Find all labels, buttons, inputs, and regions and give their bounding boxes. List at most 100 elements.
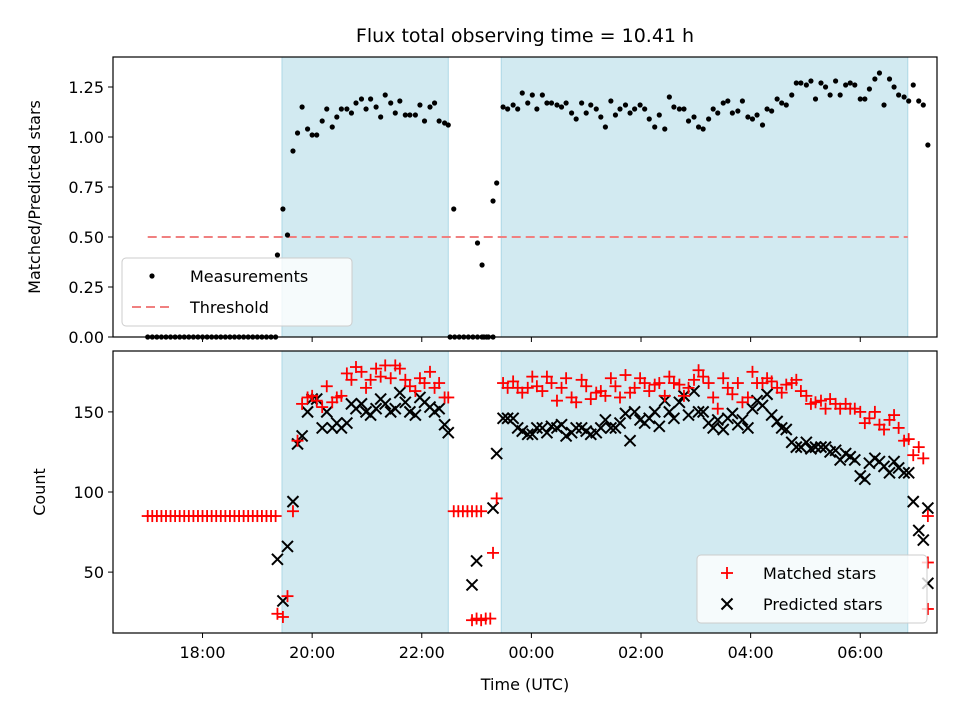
measurement-point [314,132,320,138]
measurement-point [729,110,735,116]
measurement-point [494,180,500,186]
matched-star-point [442,391,455,404]
matched-star-point [702,377,715,390]
measurement-point [637,102,643,108]
measurement-point [891,84,897,90]
predicted-star-point [814,440,828,454]
measurement-point [700,126,706,132]
measurement-point [925,142,931,148]
matched-star-point [545,377,558,390]
predicted-star-point [432,402,446,415]
predicted-star-point [470,554,483,568]
measurement-point [548,100,555,106]
predicted-star-point [628,405,641,419]
measurement-point [373,104,379,110]
matched-star-point [521,381,534,394]
predicted-star-point [648,405,661,419]
predicted-star-point [604,421,618,435]
measurement-point [579,100,585,106]
matched-star-point [721,381,734,394]
measurement-point [627,110,633,116]
measurement-point [363,106,369,112]
matched-star-point [707,391,720,404]
predicted-star-point [673,396,686,409]
predicted-star-point [858,472,872,486]
matched-star-point [310,394,323,407]
matched-star-point [741,391,754,404]
bottom-y-tick-label: 100 [73,483,104,502]
measurement-point [602,124,608,130]
matched-star-point [697,370,710,383]
predicted-star-point [340,416,354,430]
measurement-point [529,92,535,98]
matched-star-point [374,370,387,383]
matched-star-point [475,505,488,518]
top-plot-frame [112,56,938,338]
bottom-y-axis-title: Count [30,468,49,516]
measurement-point [417,102,423,108]
measurement-point [656,112,662,118]
predicted-star-point [521,428,534,441]
x-tick-label: 20:00 [289,643,335,662]
measurement-point [368,96,374,102]
matched-star-point [501,381,514,394]
predicted-star-point [496,412,510,425]
measurement-point [319,118,325,124]
matched-star-point [575,373,588,386]
predicted-star-point [790,440,803,454]
measurement-point [402,112,408,118]
measurement-point [593,106,599,112]
measurement-point [843,82,849,88]
matched-star-point [393,362,406,375]
top-y-tick-label: 0.75 [68,178,104,197]
measurement-point [735,108,741,114]
measurement-point [563,100,569,106]
measurement-point [749,116,756,122]
predicted-star-point [760,388,774,401]
matched-star-point [614,391,627,404]
measurement-point [759,122,766,128]
predicted-star-point [271,553,284,566]
matched-star-point [379,359,392,372]
measurement-point [886,76,893,82]
measurement-point [646,116,652,122]
legend-predicted-marker [720,597,734,611]
matched-star-point [711,402,724,415]
x-tick-label: 04:00 [728,643,774,662]
measurement-point [808,78,814,84]
measurement-point [378,114,384,120]
predicted-star-point [711,413,724,427]
measurement-point [388,100,394,106]
predicted-star-point [736,413,749,427]
predicted-star-point [389,402,402,415]
legend-measurements-label: Measurements [190,267,308,286]
measurement-point [436,118,442,124]
matched-star-point [340,367,353,380]
measurement-point [818,80,824,86]
measurement-point [681,106,687,112]
measurement-point [822,84,829,90]
measurement-point [662,126,668,132]
measurement-point [474,240,481,246]
measurement-point [803,82,809,88]
matched-star-point [281,590,294,603]
matched-star-point [868,405,881,418]
chart-title: Flux total observing time = 10.41 h [356,25,694,47]
measurement-point [764,106,770,112]
predicted-star-point [355,397,368,411]
measurement-point [847,80,853,86]
measurement-point [397,98,403,104]
matched-star-point [490,492,503,505]
matched-star-point [360,381,373,394]
measurement-point [612,112,619,118]
predicted-star-point [526,428,539,441]
measurement-point [706,116,712,122]
measurement-point [745,114,751,120]
measurement-point [725,98,731,104]
matched-star-point [863,412,876,425]
matched-star-point [320,380,333,393]
measurement-point [299,104,305,110]
matched-star-point [800,389,813,402]
matched-star-point [775,386,788,399]
